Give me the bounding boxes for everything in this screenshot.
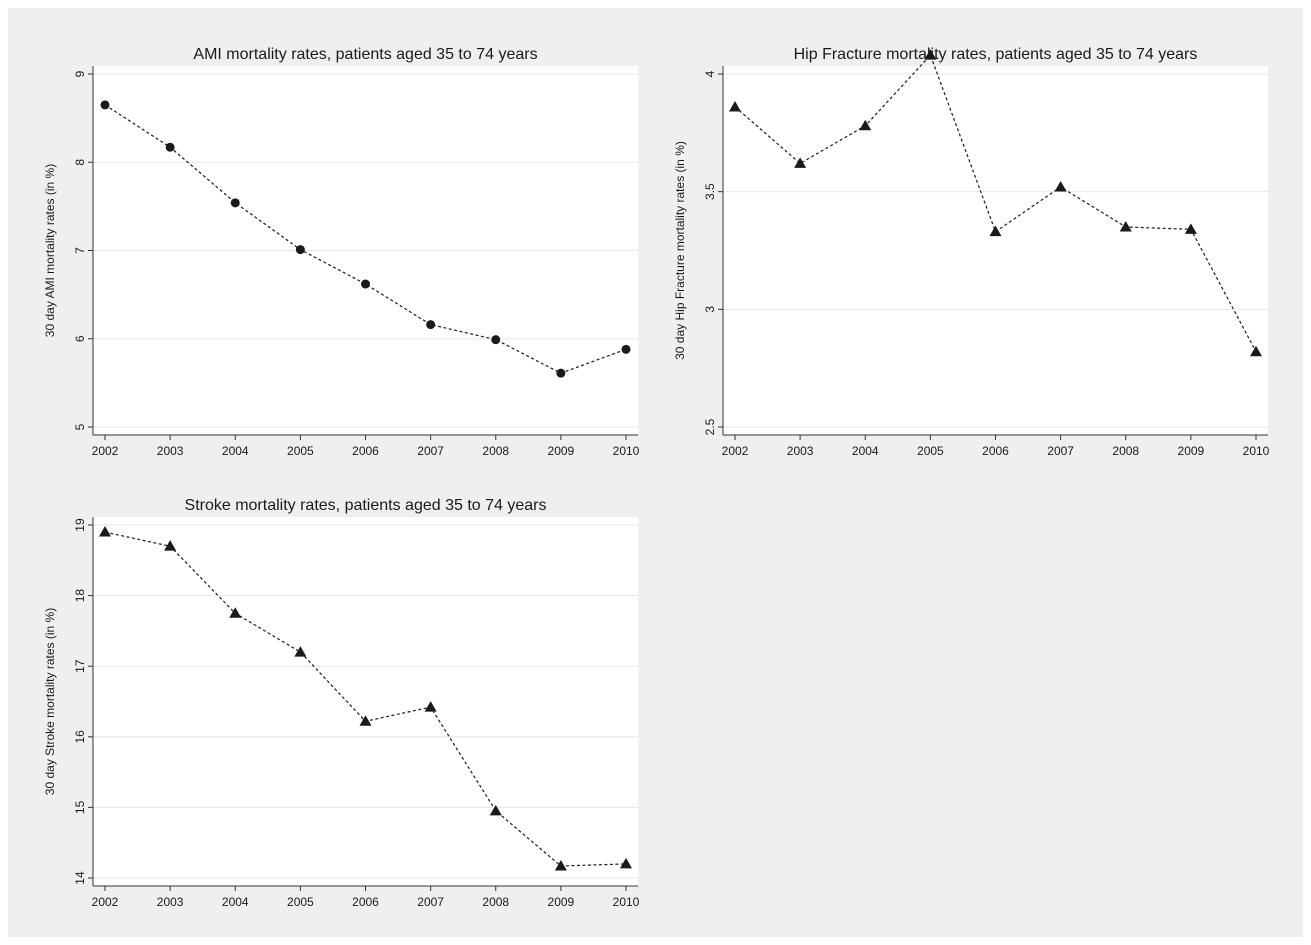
y-axis-label: 30 day AMI mortality rates (in %) (43, 164, 57, 337)
data-point (1119, 220, 1132, 232)
data-point (229, 607, 242, 618)
data-point (426, 320, 436, 330)
y-tick-label: 8 (73, 159, 87, 166)
y-tick-label: 5 (73, 423, 87, 430)
chart-panel-3: 14 15 16 17 18 19 2002 2003 2004 2005 2006 2007 2008… (43, 497, 640, 909)
x-tick-label: 2009 (1178, 444, 1205, 458)
data-point (859, 119, 872, 131)
x-tick-label: 2002 (92, 444, 119, 458)
y-tick-label: 18 (73, 589, 87, 603)
x-tick-label: 2003 (787, 444, 814, 458)
plot-area (723, 66, 1268, 435)
x-tick-label: 2005 (287, 444, 314, 458)
y-tick-label: 2.5 (703, 418, 717, 435)
x-tick-label: 2003 (157, 444, 184, 458)
data-point (491, 335, 501, 345)
data-point (294, 646, 307, 657)
chart-title: Stroke mortality rates, patients aged 35… (185, 497, 547, 514)
y-tick-label: 9 (73, 70, 87, 77)
data-point (794, 157, 807, 168)
y-tick-label: 7 (73, 247, 87, 254)
x-tick-label: 2009 (548, 895, 575, 909)
data-point (1054, 180, 1067, 192)
data-point (164, 540, 177, 551)
y-tick-label: 16 (73, 730, 87, 744)
data-point (489, 804, 502, 816)
x-tick-label: 2002 (722, 444, 749, 458)
x-tick-label: 2008 (482, 444, 509, 458)
data-point (1184, 223, 1197, 234)
y-tick-label: 19 (73, 518, 87, 532)
data-point (554, 859, 567, 871)
data-point (1250, 345, 1262, 357)
chart-panel-2: 2.5 3 3.5 4 2002 2003 2004 2005 2006 2007 2008 2009… (673, 46, 1270, 458)
x-tick-label: 2008 (1112, 444, 1139, 458)
data-point (424, 701, 437, 712)
x-tick-label: 2010 (1243, 444, 1270, 458)
x-tick-label: 2006 (352, 895, 379, 909)
data-point (359, 715, 372, 726)
y-tick-label: 3.5 (703, 183, 717, 200)
series-line (104, 104, 627, 374)
data-point (924, 49, 937, 60)
x-tick-label: 2010 (613, 895, 640, 909)
x-tick-label: 2002 (92, 895, 119, 909)
y-tick-label: 6 (73, 335, 87, 342)
x-tick-label: 2009 (548, 444, 575, 458)
x-tick-label: 2004 (852, 444, 879, 458)
x-tick-label: 2006 (982, 444, 1009, 458)
y-axis-label: 30 day Stroke mortality rates (in %) (43, 608, 57, 795)
chart-panel-1: 5 6 7 8 9 2002 2003 2004 2005 2006 2007 2008 2009 201… (43, 46, 640, 458)
data-point (621, 344, 631, 354)
x-tick-label: 2007 (417, 895, 444, 909)
y-tick-label: 3 (703, 306, 717, 313)
data-point (989, 225, 1002, 237)
x-tick-label: 2003 (157, 895, 184, 909)
y-tick-label: 14 (73, 871, 87, 885)
data-point (165, 142, 175, 152)
x-tick-label: 2006 (352, 444, 379, 458)
x-tick-label: 2005 (917, 444, 944, 458)
data-point (230, 198, 240, 208)
x-tick-label: 2010 (613, 444, 640, 458)
x-tick-label: 2004 (222, 895, 249, 909)
x-tick-label: 2007 (417, 444, 444, 458)
data-point (99, 526, 111, 537)
chart-title: AMI mortality rates, patients aged 35 to… (193, 46, 537, 63)
x-tick-label: 2007 (1047, 444, 1074, 458)
data-point (100, 100, 110, 110)
data-point (556, 368, 566, 378)
y-tick-label: 17 (73, 659, 87, 673)
chart-title: Hip Fracture mortality rates, patients a… (794, 46, 1198, 63)
x-tick-label: 2008 (482, 895, 509, 909)
plot-area (93, 517, 638, 886)
y-tick-label: 4 (703, 70, 717, 77)
data-point (361, 279, 370, 289)
x-tick-label: 2004 (222, 444, 249, 458)
y-tick-label: 15 (73, 800, 87, 814)
data-point (620, 857, 632, 869)
data-point (729, 100, 741, 112)
data-point (295, 245, 305, 255)
x-tick-label: 2005 (287, 895, 314, 909)
y-axis-label: 30 day Hip Fracture mortality rates (in … (673, 141, 687, 360)
